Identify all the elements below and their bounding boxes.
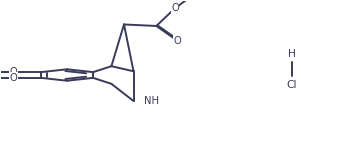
Text: H: H (288, 49, 296, 59)
Text: NH: NH (144, 96, 159, 106)
Text: Cl: Cl (287, 80, 297, 90)
Text: O: O (9, 67, 17, 77)
Text: O: O (174, 36, 181, 46)
Text: O: O (171, 3, 179, 13)
Text: O: O (9, 73, 17, 83)
